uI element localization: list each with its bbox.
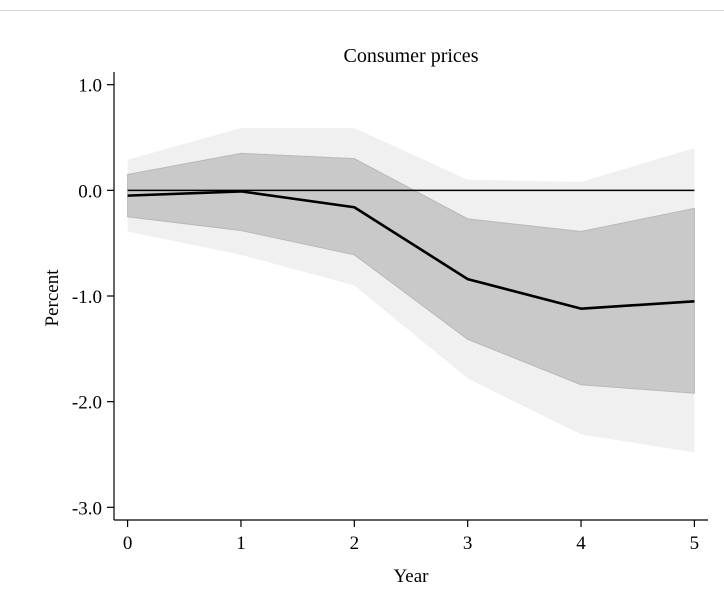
y-tick-label: -1.0 (72, 287, 102, 308)
y-tick-label: 0.0 (78, 181, 102, 202)
y-axis-label: Percent (42, 269, 63, 327)
x-tick-label: 2 (350, 533, 360, 554)
x-tick-label: 0 (123, 533, 133, 554)
y-tick-label: 1.0 (78, 76, 102, 97)
y-tick-label: -2.0 (72, 393, 102, 414)
top-divider (0, 10, 724, 11)
x-tick-label: 4 (576, 533, 586, 554)
series-line (127, 190, 695, 310)
inner-confidence-band (127, 152, 695, 394)
chart-title: Consumer prices (344, 45, 479, 67)
x-tick-label: 3 (463, 533, 473, 554)
x-tick-label: 1 (236, 533, 246, 554)
x-axis-label: Year (393, 566, 429, 587)
y-tick-label: -3.0 (72, 498, 102, 519)
x-tick-label: 5 (690, 533, 700, 554)
